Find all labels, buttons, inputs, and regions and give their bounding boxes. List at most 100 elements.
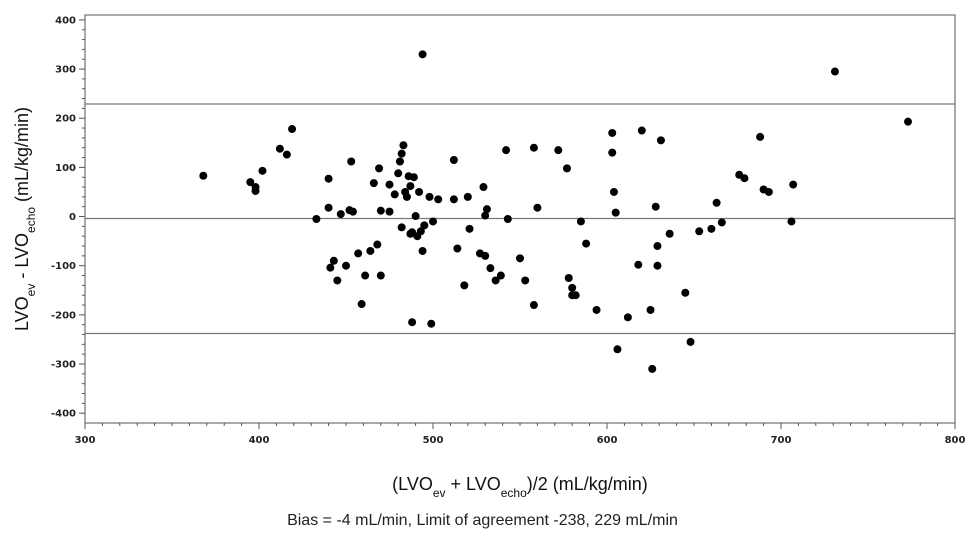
data-point [376, 206, 385, 215]
data-point [516, 254, 524, 263]
data-point [717, 218, 726, 227]
data-point [288, 125, 297, 134]
data-point [646, 305, 655, 314]
data-point [375, 164, 384, 173]
x-axis-label: (LVOev + LVOecho)/2 (mL/kg/min) [392, 474, 648, 500]
data-point [373, 240, 382, 249]
data-point [648, 364, 657, 373]
data-point [324, 174, 333, 183]
y-axis: 400 300 200 100 0 -100 -200 -300 -400 [51, 15, 85, 420]
x-tick-label: 400 [249, 435, 270, 446]
data-point [347, 157, 356, 166]
data-point [830, 67, 839, 76]
data-point [465, 224, 474, 233]
data-point [376, 271, 385, 280]
data-point [336, 210, 345, 219]
data-point [366, 246, 375, 255]
data-point [425, 192, 434, 201]
data-point [611, 208, 620, 217]
data-point [251, 186, 260, 195]
y-tick-label: 100 [55, 163, 76, 174]
data-point [787, 217, 796, 226]
x-tick-label: 300 [75, 435, 96, 446]
x-tick-label: 800 [945, 435, 965, 446]
data-point [491, 276, 500, 285]
y-tick-label: 400 [55, 15, 76, 26]
data-point [529, 143, 538, 152]
data-point [369, 179, 378, 188]
data-point [385, 207, 394, 216]
data-point [418, 50, 427, 59]
data-point [653, 242, 662, 251]
data-point [329, 256, 338, 265]
data-point [357, 300, 366, 309]
data-point [463, 192, 472, 201]
data-point [562, 164, 571, 173]
chart: 300 400 500 600 700 800 400 300 200 100 0 -100 -200… [12, 14, 965, 500]
data-point [394, 169, 403, 178]
y-tick-label: -400 [51, 409, 76, 420]
data-point [592, 305, 601, 314]
data-point [408, 318, 417, 327]
data-point [453, 244, 462, 253]
data-point [385, 180, 394, 189]
data-point [529, 301, 538, 310]
data-point [686, 337, 695, 346]
data-point [756, 132, 765, 141]
y-tick-label: -100 [51, 261, 76, 272]
data-point [406, 182, 415, 191]
chart-caption: Bias = -4 mL/min, Limit of agreement -23… [287, 512, 678, 529]
y-tick-label: 200 [55, 114, 76, 125]
data-point [282, 150, 291, 159]
data-point [427, 319, 436, 328]
data-point [533, 203, 542, 212]
data-point [582, 239, 591, 248]
data-point [275, 144, 284, 153]
data-point [397, 223, 406, 232]
data-point [342, 261, 350, 270]
data-point [416, 227, 425, 236]
data-point [707, 224, 716, 233]
data-point [258, 166, 267, 175]
data-point [554, 146, 563, 155]
data-point [623, 313, 632, 322]
data-point [420, 221, 429, 230]
data-point [434, 195, 443, 204]
data-point [609, 187, 618, 196]
x-tick-label: 500 [423, 435, 444, 446]
data-point [449, 195, 458, 204]
data-point [481, 211, 490, 220]
data-point [326, 263, 335, 272]
data-point [324, 203, 333, 212]
data-point [429, 217, 437, 226]
data-point [656, 136, 665, 145]
data-point [764, 187, 773, 196]
data-point [418, 246, 427, 255]
data-point [653, 261, 662, 270]
y-tick-label: -200 [51, 310, 76, 321]
data-point [576, 217, 585, 226]
x-axis: 300 400 500 600 700 800 [75, 423, 965, 446]
data-point [395, 157, 404, 166]
data-point [354, 249, 363, 258]
data-point [409, 173, 418, 182]
data-point [482, 205, 491, 214]
data-point [502, 146, 511, 155]
data-point [608, 128, 617, 137]
data-point [712, 198, 721, 207]
data-point [681, 288, 690, 297]
data-point [571, 291, 580, 300]
y-tick-label: -300 [51, 360, 76, 371]
data-point [521, 276, 530, 285]
data-point [415, 187, 424, 196]
data-point [402, 192, 411, 201]
data-point [608, 148, 617, 157]
data-point [449, 156, 458, 165]
data-point [460, 281, 469, 290]
data-point [479, 183, 488, 192]
data-point [695, 227, 704, 236]
x-tick-label: 700 [771, 435, 792, 446]
data-point [199, 171, 208, 180]
data-points [199, 50, 913, 373]
data-point [503, 215, 512, 223]
